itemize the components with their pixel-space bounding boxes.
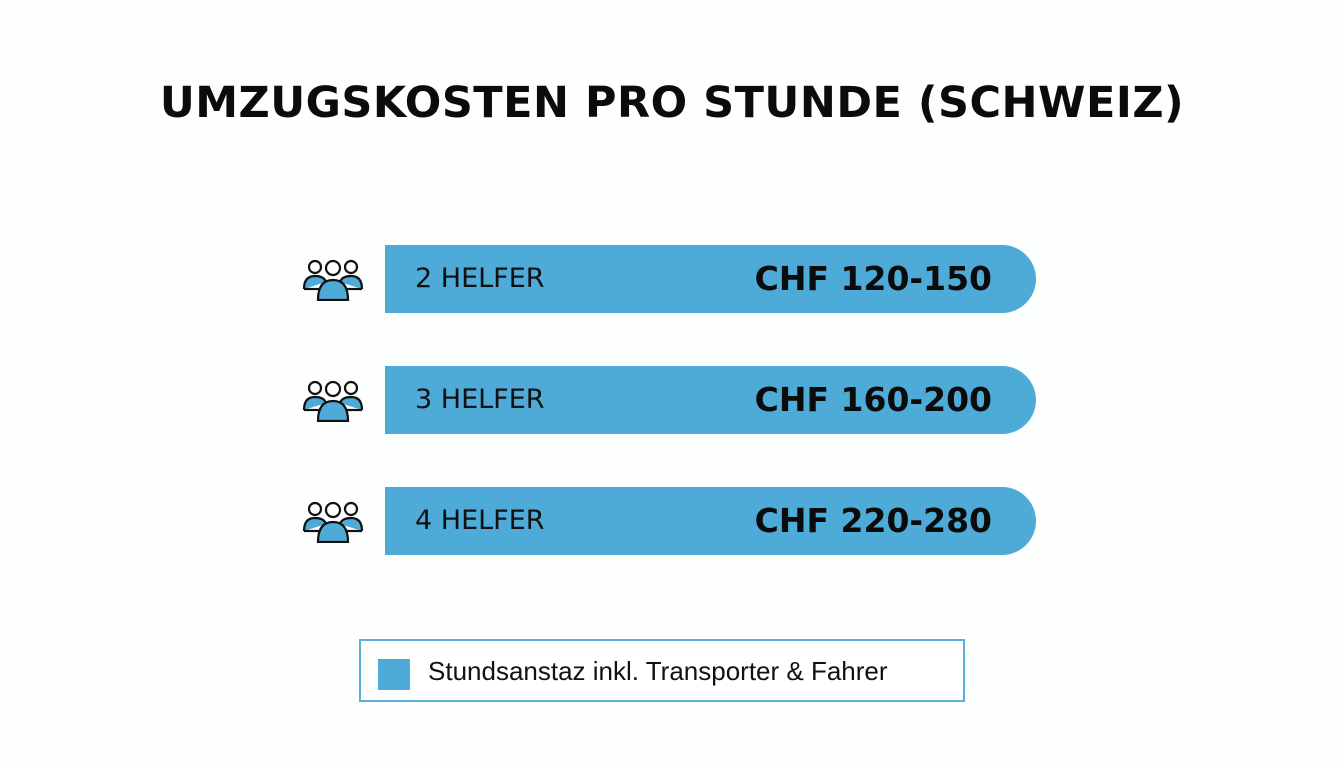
people-group-icon (302, 499, 364, 544)
bar-row: 4 HELFER CHF 220-280 (300, 487, 1040, 555)
bar-value-label: CHF 160-200 (754, 380, 992, 419)
bar-value-label: CHF 220-280 (754, 501, 992, 540)
bar-row: 3 HELFER CHF 160-200 (300, 366, 1040, 434)
bar-category-label: 2 HELFER (415, 263, 545, 294)
bar-row: 2 HELFER CHF 120-150 (300, 245, 1040, 313)
bar-value-label: CHF 120-150 (754, 259, 992, 298)
bar: 4 HELFER CHF 220-280 (385, 487, 1036, 555)
bar: 3 HELFER CHF 160-200 (385, 366, 1036, 434)
legend: Stundsanstaz inkl. Transporter & Fahrer (359, 639, 965, 702)
legend-swatch (378, 659, 410, 690)
chart-title: UMZUGSKOSTEN PRO STUNDE (SCHWEIZ) (159, 78, 1185, 128)
people-group-icon (302, 378, 364, 423)
legend-label: Stundsanstaz inkl. Transporter & Fahrer (428, 656, 888, 686)
bar-category-label: 4 HELFER (415, 505, 545, 536)
bar-category-label: 3 HELFER (415, 384, 545, 415)
people-group-icon (302, 257, 364, 302)
bar: 2 HELFER CHF 120-150 (385, 245, 1036, 313)
